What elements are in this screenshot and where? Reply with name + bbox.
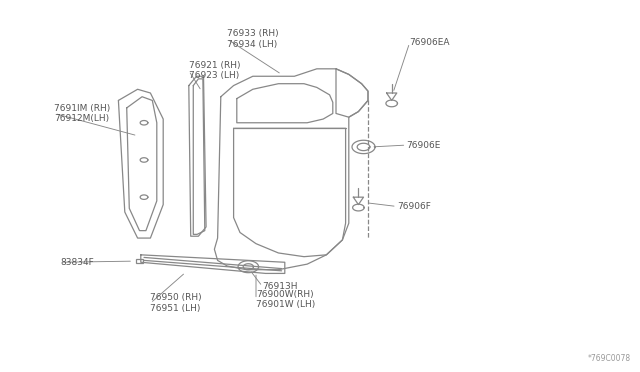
- Text: *769C0078: *769C0078: [588, 354, 630, 363]
- Bar: [136, 259, 143, 263]
- Text: 7691lM (RH)
76912M(LH): 7691lM (RH) 76912M(LH): [54, 104, 111, 123]
- Text: 83834F: 83834F: [61, 258, 95, 267]
- Text: 76950 (RH)
76951 (LH): 76950 (RH) 76951 (LH): [150, 294, 202, 313]
- Text: 76900W(RH)
76901W (LH): 76900W(RH) 76901W (LH): [256, 290, 316, 309]
- Text: 76921 (RH)
76923 (LH): 76921 (RH) 76923 (LH): [189, 61, 240, 80]
- Text: 76906EA: 76906EA: [410, 38, 450, 47]
- Text: 76906E: 76906E: [406, 141, 441, 150]
- Text: 76906F: 76906F: [397, 202, 431, 211]
- Text: 76933 (RH)
76934 (LH): 76933 (RH) 76934 (LH): [227, 29, 279, 49]
- Text: 76913H: 76913H: [262, 282, 298, 291]
